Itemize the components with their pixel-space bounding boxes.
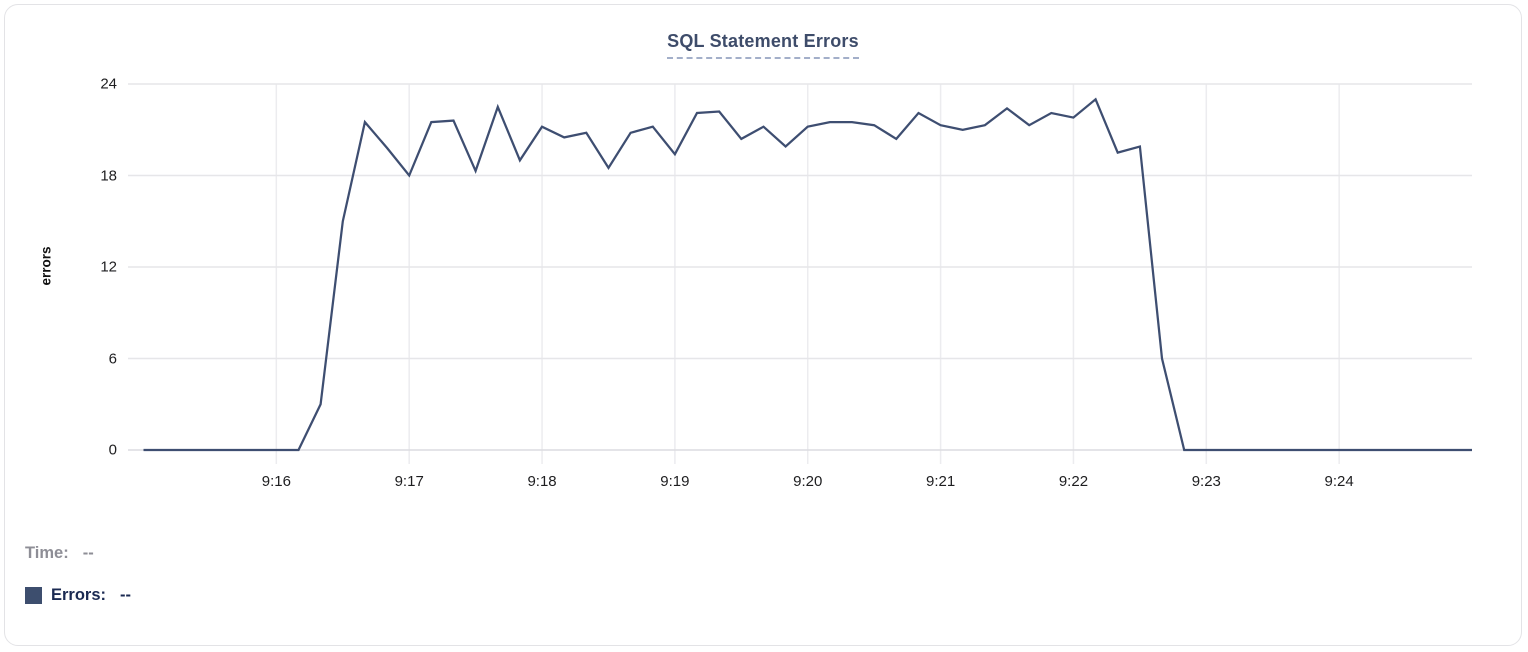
chart-title[interactable]: SQL Statement Errors <box>667 31 859 59</box>
time-label: Time: <box>25 543 69 562</box>
chart-card: SQL Statement Errors errors 24 18 12 6 0 9:1… <box>4 4 1522 646</box>
x-tick-label: 9:17 <box>394 473 424 490</box>
y-tick-label: 6 <box>108 350 117 367</box>
y-axis-ticks: 24 18 12 6 0 <box>5 5 117 505</box>
time-value: -- <box>82 543 94 562</box>
y-tick-label: 12 <box>100 258 117 276</box>
y-tick-label: 0 <box>108 441 117 459</box>
y-tick-label: 18 <box>100 167 117 184</box>
x-tick-label: 9:20 <box>793 473 823 490</box>
x-tick-label: 9:18 <box>527 473 557 490</box>
x-tick-label: 9:23 <box>1191 473 1221 490</box>
x-tick-label: 9:21 <box>925 473 956 490</box>
x-tick-label: 9:16 <box>261 473 291 490</box>
x-axis-ticks: 9:16 9:17 9:18 9:19 9:20 9:21 9:22 9:23 9:24 <box>128 473 1472 497</box>
x-tick-label: 9:24 <box>1324 473 1354 490</box>
tooltip-errors-row: Errors: -- <box>25 583 131 607</box>
y-tick-label: 24 <box>100 75 117 93</box>
errors-line[interactable] <box>143 97 1473 452</box>
tooltip-legend: Time: -- Errors: -- <box>25 541 131 607</box>
tooltip-time-row: Time: -- <box>25 541 131 565</box>
errors-series-swatch <box>25 586 42 604</box>
errors-label: Errors: <box>51 585 107 604</box>
chart-header: SQL Statement Errors <box>5 31 1521 59</box>
errors-value: -- <box>120 585 132 604</box>
x-tick-label: 9:22 <box>1058 473 1089 490</box>
plot-area[interactable] <box>128 79 1472 469</box>
x-tick-label: 9:19 <box>660 473 690 490</box>
